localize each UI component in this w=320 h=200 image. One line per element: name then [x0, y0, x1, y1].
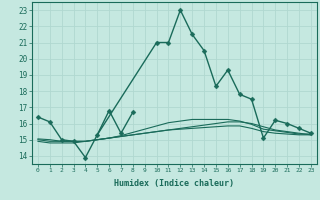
X-axis label: Humidex (Indice chaleur): Humidex (Indice chaleur): [115, 179, 234, 188]
